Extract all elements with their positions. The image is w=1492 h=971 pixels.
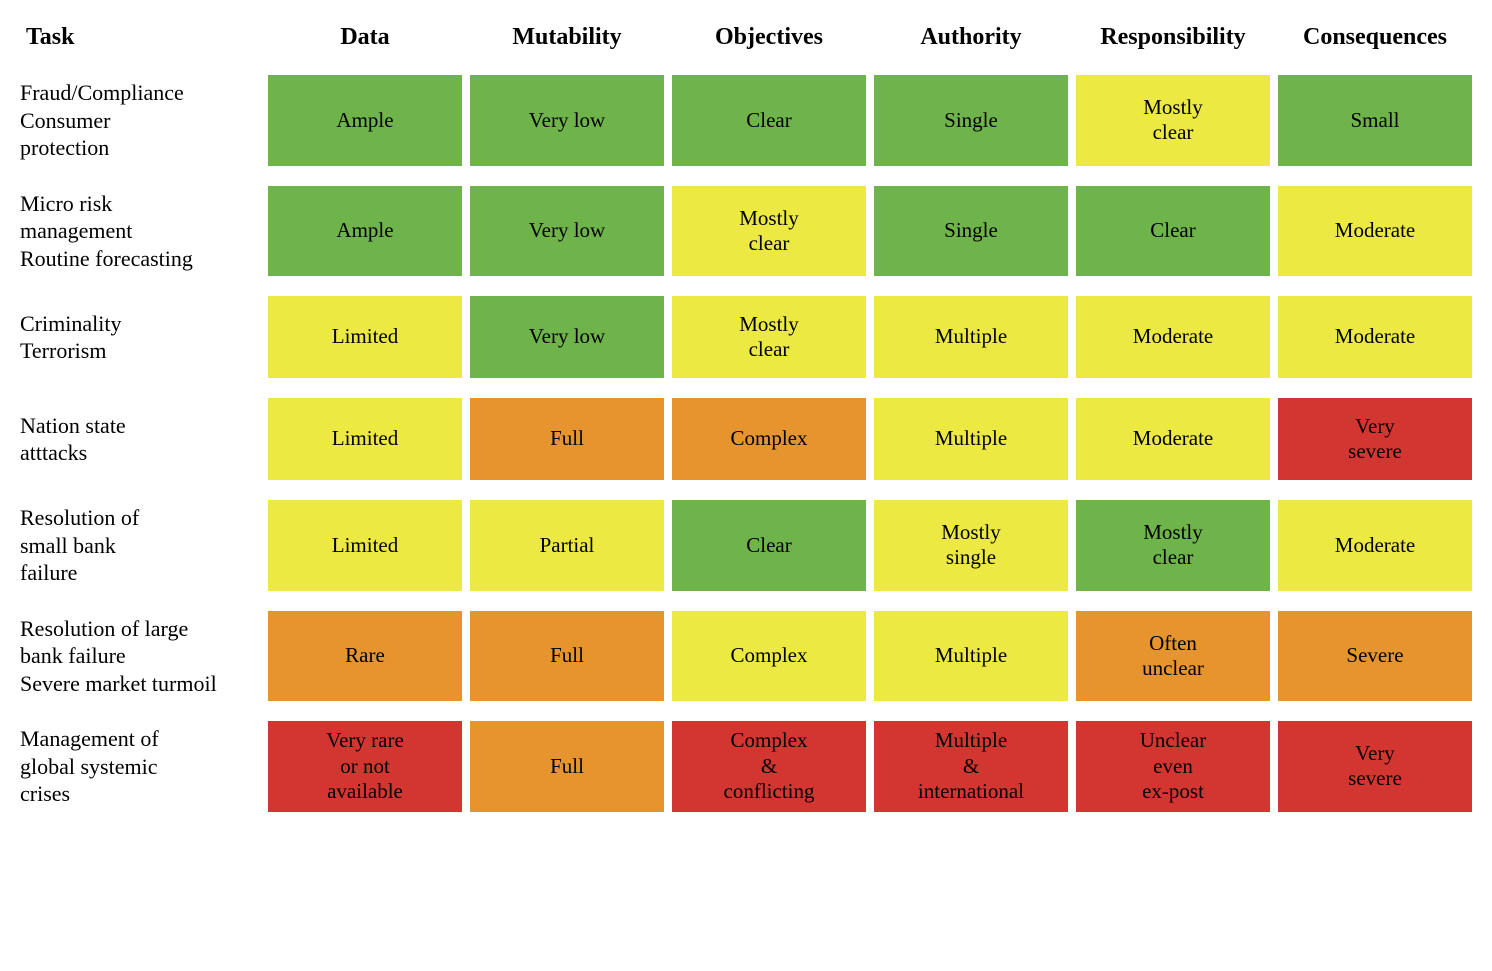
matrix-cell: Very severe [1278, 398, 1472, 480]
matrix-cell: Moderate [1076, 398, 1270, 480]
row-label: Management of global systemic crises [20, 721, 260, 812]
matrix-cell: Very low [470, 296, 664, 378]
row-label: Fraud/Compliance Consumer protection [20, 75, 260, 166]
matrix-cell: Multiple & international [874, 721, 1068, 812]
header-responsibility: Responsibility [1076, 20, 1270, 55]
matrix-cell: Mostly clear [1076, 75, 1270, 166]
matrix-cell: Moderate [1278, 500, 1472, 591]
matrix-cell: Mostly clear [672, 296, 866, 378]
matrix-cell: Clear [672, 500, 866, 591]
matrix-cell: Single [874, 186, 1068, 277]
header-data: Data [268, 20, 462, 55]
row-label: Nation state atttacks [20, 398, 260, 480]
row-label: Resolution of large bank failure Severe … [20, 611, 260, 702]
matrix-cell: Often unclear [1076, 611, 1270, 702]
row-label: Resolution of small bank failure [20, 500, 260, 591]
matrix-cell: Limited [268, 500, 462, 591]
matrix-cell: Rare [268, 611, 462, 702]
matrix-cell: Clear [1076, 186, 1270, 277]
matrix-cell: Small [1278, 75, 1472, 166]
matrix-cell: Multiple [874, 398, 1068, 480]
header-task: Task [20, 20, 260, 55]
matrix-cell: Full [470, 611, 664, 702]
matrix-cell: Clear [672, 75, 866, 166]
matrix-cell: Very low [470, 75, 664, 166]
matrix-cell: Partial [470, 500, 664, 591]
matrix-cell: Very low [470, 186, 664, 277]
matrix-cell: Moderate [1278, 186, 1472, 277]
matrix-cell: Moderate [1278, 296, 1472, 378]
matrix-cell: Full [470, 398, 664, 480]
matrix-cell: Ample [268, 75, 462, 166]
matrix-cell: Complex [672, 398, 866, 480]
matrix-cell: Single [874, 75, 1068, 166]
matrix-cell: Full [470, 721, 664, 812]
header-consequences: Consequences [1278, 20, 1472, 55]
header-mutability: Mutability [470, 20, 664, 55]
matrix-cell: Multiple [874, 611, 1068, 702]
matrix-cell: Mostly clear [672, 186, 866, 277]
matrix-cell: Limited [268, 398, 462, 480]
matrix-cell: Ample [268, 186, 462, 277]
matrix-cell: Very rare or not available [268, 721, 462, 812]
matrix-cell: Unclear even ex-post [1076, 721, 1270, 812]
row-label: Criminality Terrorism [20, 296, 260, 378]
matrix-cell: Mostly clear [1076, 500, 1270, 591]
matrix-cell: Moderate [1076, 296, 1270, 378]
matrix-cell: Severe [1278, 611, 1472, 702]
matrix-cell: Complex [672, 611, 866, 702]
matrix-cell: Very severe [1278, 721, 1472, 812]
matrix-cell: Limited [268, 296, 462, 378]
risk-matrix: Task Data Mutability Objectives Authorit… [20, 20, 1472, 812]
matrix-cell: Multiple [874, 296, 1068, 378]
header-objectives: Objectives [672, 20, 866, 55]
matrix-cell: Complex & conflicting [672, 721, 866, 812]
matrix-cell: Mostly single [874, 500, 1068, 591]
header-authority: Authority [874, 20, 1068, 55]
row-label: Micro risk management Routine forecastin… [20, 186, 260, 277]
